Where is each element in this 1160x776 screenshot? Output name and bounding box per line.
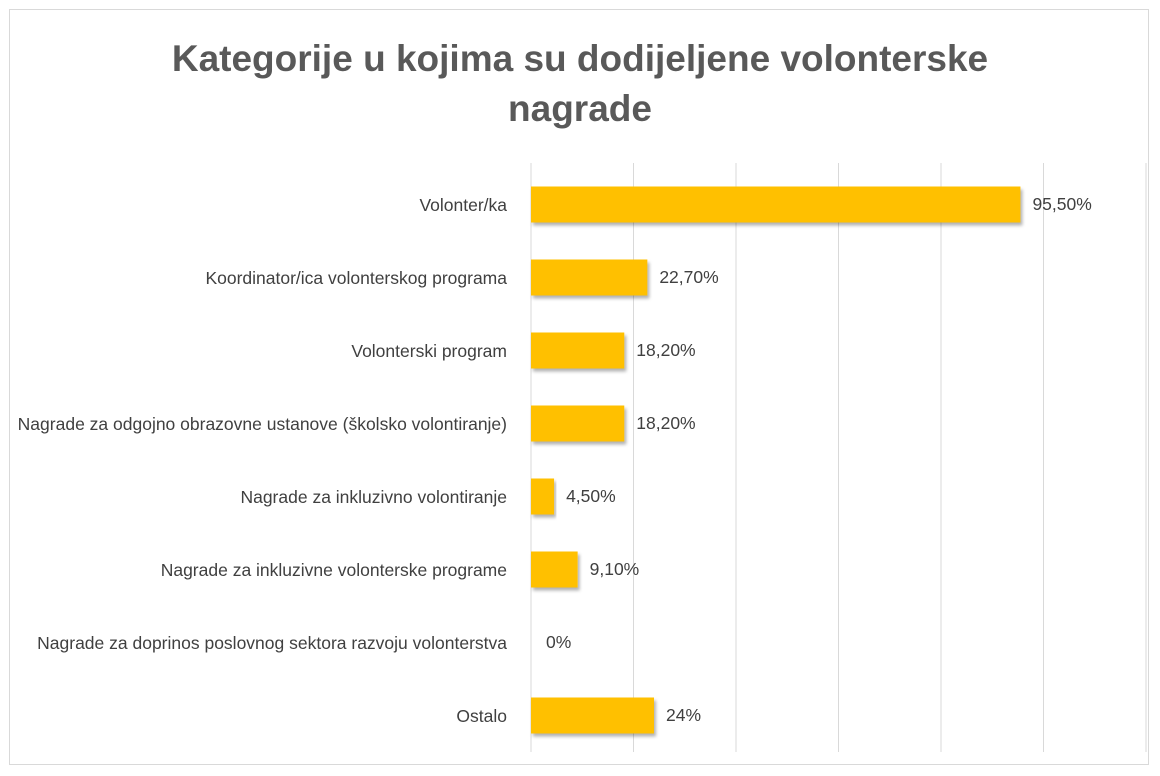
category-label: Volonter/ka [419,194,507,215]
chart-title: Kategorije u kojima su dodijeljene volon… [171,38,989,129]
value-label: 22,70% [659,267,718,287]
category-label: Koordinator/ica volonterskog programa [205,267,507,288]
category-label: Nagrade za inkluzivne volonterske progra… [160,559,507,580]
value-label: 9,10% [590,559,640,579]
value-label: 18,20% [636,413,695,433]
chart-frame [9,9,1149,765]
bar [531,332,625,369]
bar [531,405,625,442]
category-label: Ostalo [456,705,507,726]
category-label: Nagrade za doprinos poslovnog sektora ra… [37,632,507,653]
value-label: 4,50% [566,486,616,506]
value-label: 24% [666,705,701,725]
bar [531,259,648,296]
category-label: Nagrade za inkluzivno volontiranje [240,486,507,507]
bar [531,551,578,588]
category-label: Volonterski program [351,340,507,361]
bar [531,478,555,515]
category-label: Nagrade za odgojno obrazovne ustanove (š… [17,413,507,434]
value-label: 0% [546,632,571,652]
value-label: 18,20% [636,340,695,360]
value-label: 95,50% [1032,194,1091,214]
bar [531,697,654,734]
bar [531,186,1021,223]
